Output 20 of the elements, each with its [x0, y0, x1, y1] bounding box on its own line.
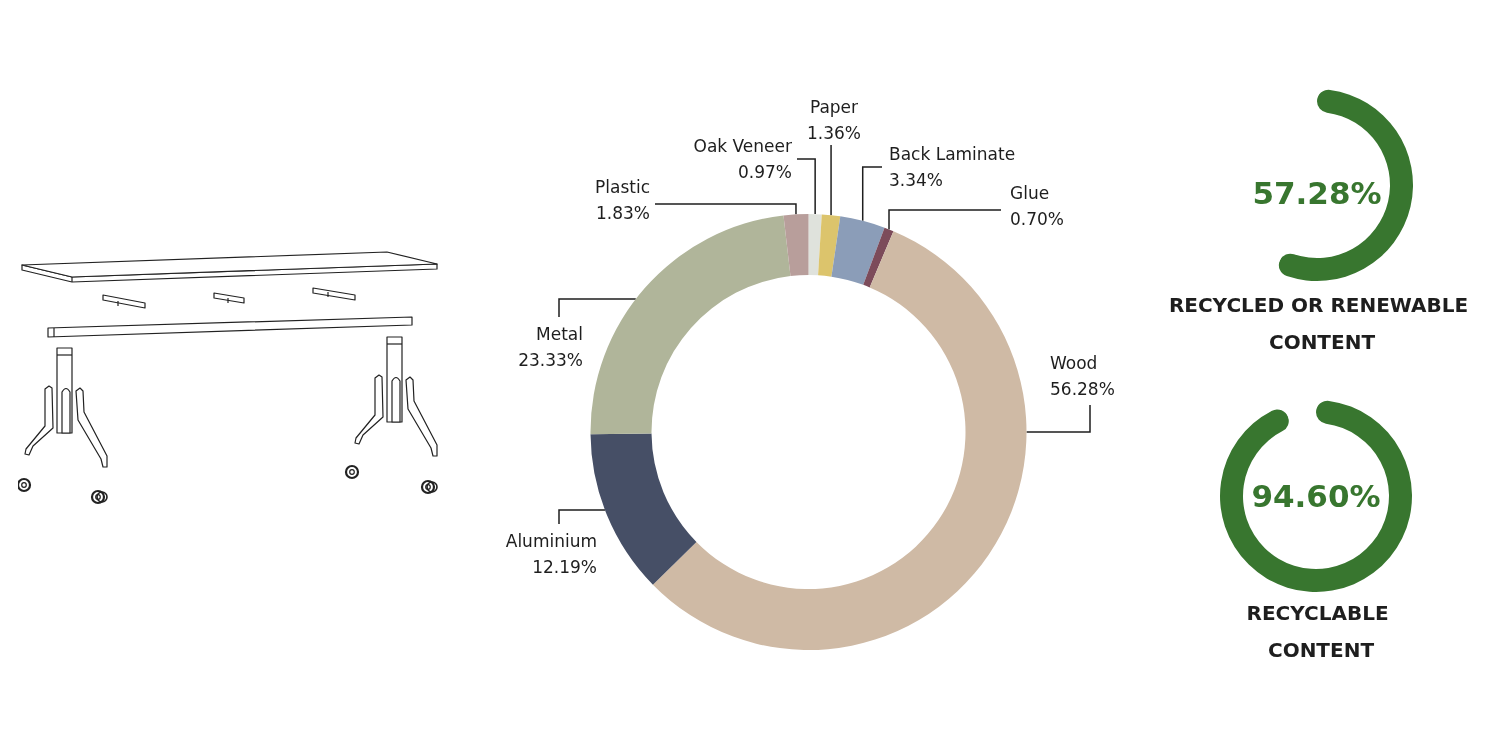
slice-label: Aluminium	[505, 531, 597, 551]
data-label: 94.60%	[1251, 478, 1381, 514]
slice-label: Back Laminate	[889, 144, 1016, 164]
slice-label: Glue	[1010, 183, 1050, 203]
data-label: 12.19%	[532, 557, 597, 577]
data-label: 1.36%	[806, 123, 862, 143]
data-label: 1.83%	[595, 203, 650, 223]
data-label: 56.28%	[1050, 379, 1115, 399]
data-label: 23.33%	[518, 350, 583, 370]
text: RECYCLED OR RENEWABLE CONTENT	[1168, 292, 1476, 354]
data-label: 57.28%	[1252, 175, 1382, 211]
data-label: 3.34%	[889, 170, 944, 190]
slice-label: Oak Veneer	[693, 136, 793, 156]
slice-label: Metal	[536, 324, 583, 344]
slice-label: Plastic	[595, 177, 650, 197]
slice-label: Paper	[809, 97, 859, 117]
slice-label: Wood	[1050, 353, 1098, 373]
data-label: 0.97%	[737, 162, 792, 182]
text: RECYCLABLE CONTENT	[1246, 600, 1396, 662]
data-label: 0.70%	[1010, 209, 1065, 229]
